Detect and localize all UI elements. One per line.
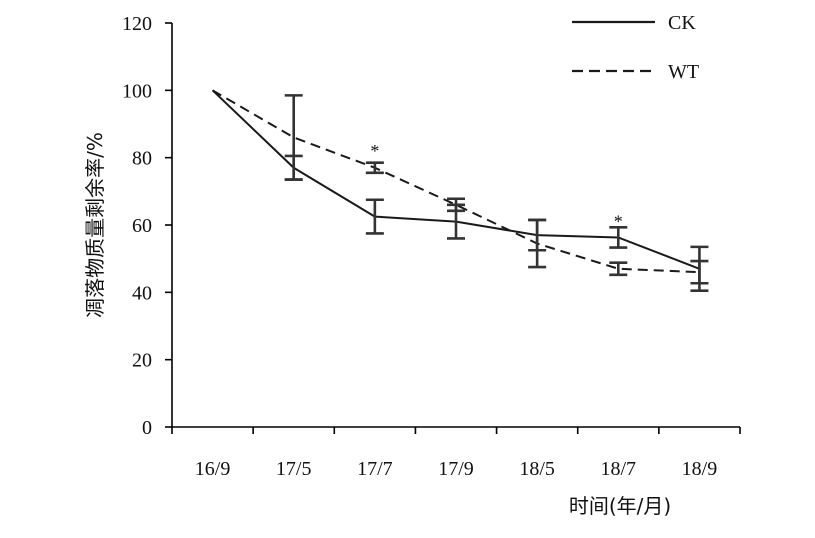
significance-marker: * bbox=[614, 212, 623, 232]
x-tick-label: 17/9 bbox=[438, 458, 474, 480]
legend-label-wt: WT bbox=[668, 61, 699, 83]
x-tick-label: 18/9 bbox=[682, 458, 718, 480]
x-tick-label: 17/7 bbox=[357, 458, 393, 480]
y-tick-label: 120 bbox=[122, 13, 152, 35]
y-tick-label: 60 bbox=[132, 215, 152, 237]
x-tick-label: 17/5 bbox=[276, 458, 312, 480]
y-tick-label: 40 bbox=[132, 282, 152, 304]
y-tick-label: 80 bbox=[132, 148, 152, 170]
series-line-wt bbox=[212, 89, 700, 274]
x-tick-label: 16/9 bbox=[195, 458, 231, 480]
x-axis-title: 时间(年/月) bbox=[569, 494, 671, 518]
y-tick-label: 100 bbox=[122, 80, 152, 102]
x-tick-label: 18/5 bbox=[519, 458, 555, 480]
y-tick-label: 0 bbox=[142, 417, 152, 439]
x-tick-label: 18/7 bbox=[601, 458, 637, 480]
legend-label-ck: CK bbox=[668, 12, 696, 34]
significance-marker: * bbox=[370, 141, 379, 161]
y-tick-label: 20 bbox=[132, 350, 152, 372]
y-axis-title: 凋落物质量剩余率/% bbox=[83, 132, 107, 318]
